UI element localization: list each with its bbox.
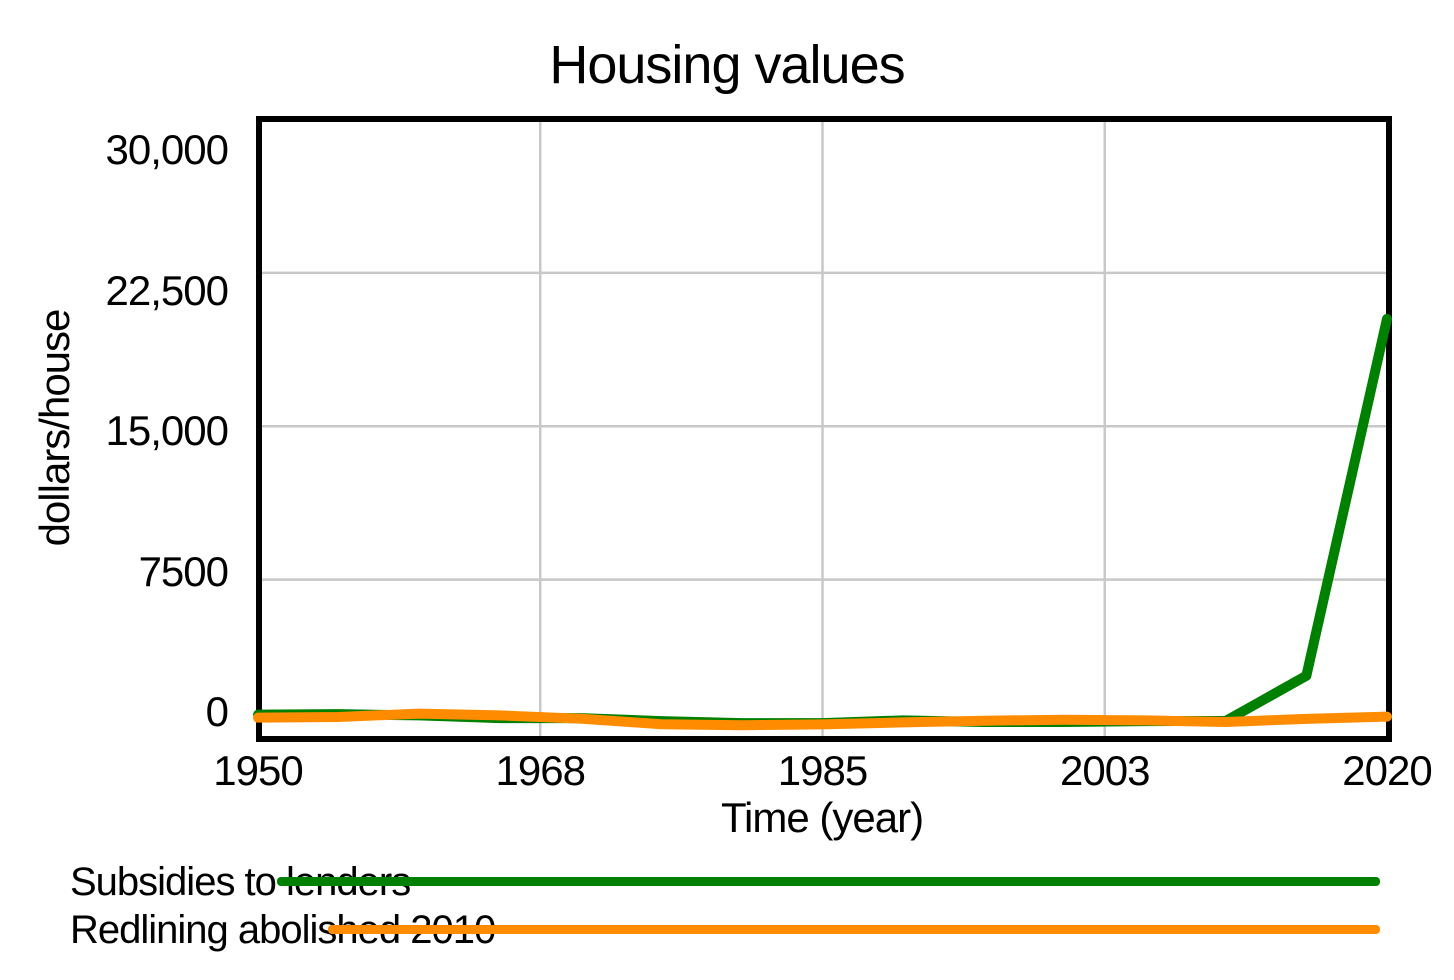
legend-line-swatch-orange <box>328 925 1380 934</box>
plot-border <box>256 116 1392 742</box>
y-tick-label: 30,000 <box>105 126 229 173</box>
chart-title: Housing values <box>549 35 905 95</box>
legend-line-swatch-green <box>277 877 1380 886</box>
y-tick-label: 7500 <box>138 547 229 595</box>
y-tick-label: 22,500 <box>105 266 229 314</box>
x-axis-title: Time (year) <box>720 794 924 841</box>
x-tick-label: 1950 <box>213 747 303 794</box>
x-tick-label: 1985 <box>777 747 868 794</box>
x-tick-label: 1968 <box>495 747 586 794</box>
y-tick-label: 0 <box>205 688 229 735</box>
x-tick-label: 2003 <box>1060 747 1150 794</box>
series-line-redlining-abolished-2010 <box>253 708 1392 731</box>
x-tick-label: 2020 <box>1342 747 1432 794</box>
y-tick-label: 15,000 <box>105 407 229 454</box>
